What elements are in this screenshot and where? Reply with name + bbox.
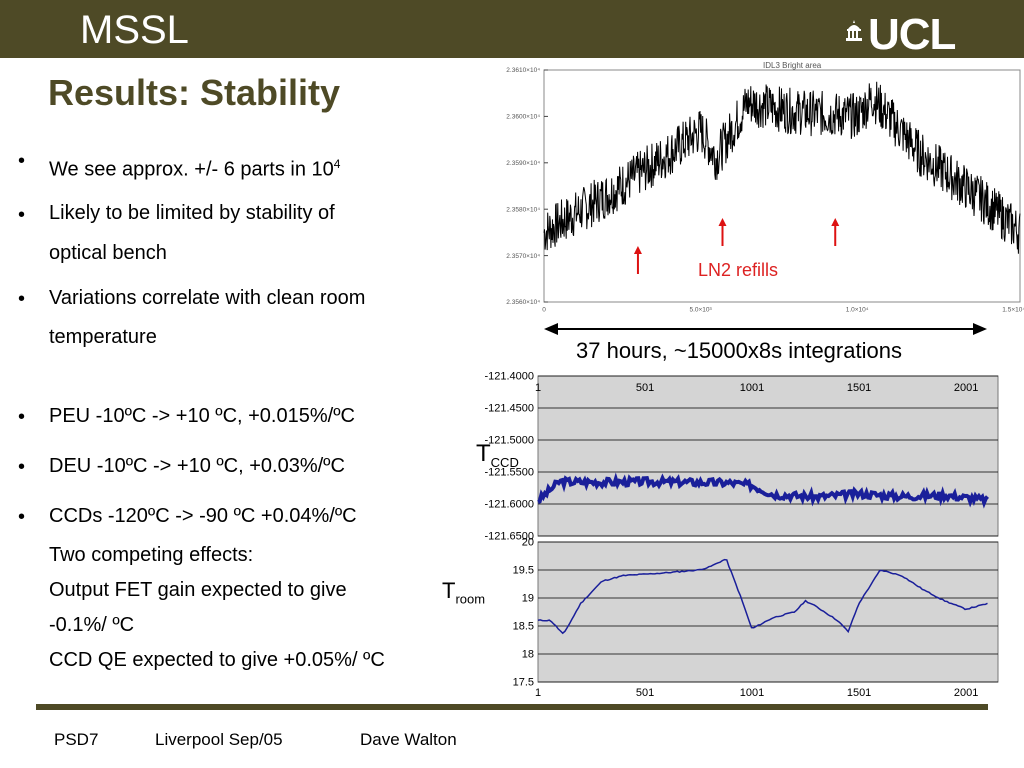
ucl-logo-text: UCL: [868, 10, 956, 59]
x-tick-label: 5.0×10³: [689, 307, 712, 314]
y-tick-label: 2.3610×10⁴: [506, 67, 540, 74]
x-tick-label: 501: [636, 382, 654, 394]
effects-line: Output FET gain expected to give: [49, 579, 347, 601]
y-tick-label: 2.3580×10⁴: [506, 206, 540, 213]
x-tick-label: 1501: [847, 382, 871, 394]
troom-label: Troom: [442, 578, 486, 607]
tccd-plot-frame: [537, 375, 999, 537]
x-tick-label: 1.5×10⁴: [1002, 307, 1024, 314]
x-tick-label: 2001: [954, 382, 978, 394]
x-tick-label: 1.0×10⁴: [846, 307, 869, 314]
plot-frame: [543, 69, 1021, 303]
footer-event: PSD7: [54, 730, 99, 749]
bullet-marker: •: [18, 506, 26, 528]
y-tick-label: 17.5: [513, 677, 534, 689]
y-tick-label: -121.5000: [484, 435, 534, 447]
refill-arrowhead: [831, 218, 840, 226]
bullet-text-continued: temperature: [49, 326, 157, 348]
bullet-text: We see approx. +/- 6 parts in 104: [49, 157, 341, 181]
effects-line: -0.1%/ ºC: [49, 614, 135, 636]
refill-arrowhead: [718, 218, 727, 226]
slide-title: Results: Stability: [48, 72, 341, 113]
y-tick-label: -121.6500: [484, 531, 534, 543]
bullet-text: DEU -10ºC -> +10 ºC, +0.03%/ºC: [49, 455, 345, 477]
bullet-marker: •: [18, 204, 26, 226]
bullet-text: PEU -10ºC -> +10 ºC, +0.015%/ºC: [49, 405, 355, 427]
footer-author: Dave Walton: [360, 730, 457, 749]
y-tick-label: 2.3600×10⁴: [506, 114, 540, 121]
x-tick-label: 1: [535, 382, 541, 394]
bullet-text-continued: optical bench: [49, 242, 167, 264]
troom-series-line: [537, 558, 988, 635]
x-tick-label: 1501: [847, 687, 871, 698]
bullet-marker: •: [18, 150, 26, 172]
effects-line: CCD QE expected to give +0.05%/ ºC: [49, 649, 385, 671]
x-tick-label: 0: [542, 307, 546, 314]
footer-place: Liverpool Sep/05: [155, 730, 283, 749]
bullet-marker: •: [18, 406, 26, 428]
y-tick-label: -121.4500: [484, 403, 534, 415]
bullet-marker: •: [18, 288, 26, 310]
temperature-charts: -121.4000 -121.4500 -121.5000 -121.5500 -121…: [438, 368, 1004, 698]
y-tick-label: 18: [522, 649, 534, 661]
x-tick-label: 1: [535, 687, 541, 698]
y-tick-label: 2.3570×10⁴: [506, 253, 540, 260]
tccd-series-line: [537, 472, 989, 509]
chart-title: IDL3 Bright area: [763, 61, 822, 70]
ucl-dome-icon: [846, 20, 862, 41]
x-tick-label: 501: [636, 687, 654, 698]
y-tick-label: 20: [522, 537, 534, 549]
x-tick-label: 1001: [740, 382, 764, 394]
tccd-label: TCCD: [476, 440, 519, 470]
y-tick-label: -121.5500: [484, 467, 534, 479]
y-tick-label: 2.3560×10⁴: [506, 299, 540, 306]
duration-arrow: [544, 323, 987, 335]
bullet-text: CCDs -120ºC -> -90 ºC +0.04%/ºC: [49, 505, 357, 527]
bullet-marker: •: [18, 456, 26, 478]
header-bar: MSSL UCL: [0, 0, 1024, 59]
x-tick-label: 2001: [954, 687, 978, 698]
y-tick-label: -121.6000: [484, 499, 534, 511]
refill-arrowhead: [633, 246, 642, 254]
effects-line: Two competing effects:: [49, 544, 254, 566]
footer-rule: [36, 704, 988, 710]
stability-chart: IDL3 Bright area 2.3560×10⁴ 2.3570×10⁴ 2.3…: [506, 61, 1024, 314]
y-tick-label: 19: [522, 593, 534, 605]
bullet-text: Variations correlate with clean room: [49, 287, 366, 309]
y-tick-label: 19.5: [513, 565, 534, 577]
mssl-logo-text: MSSL: [80, 8, 189, 52]
y-tick-label: 2.3590×10⁴: [506, 160, 540, 167]
duration-caption: 37 hours, ~15000x8s integrations: [576, 338, 902, 363]
y-tick-label: 18.5: [513, 621, 534, 633]
bullet-text: Likely to be limited by stability of: [49, 202, 335, 224]
y-tick-label: -121.4000: [484, 371, 534, 383]
troom-plot-frame: [537, 541, 999, 683]
x-tick-label: 1001: [740, 687, 764, 698]
ln2-refills-label: LN2 refills: [698, 260, 779, 280]
series-line: [543, 81, 1021, 254]
